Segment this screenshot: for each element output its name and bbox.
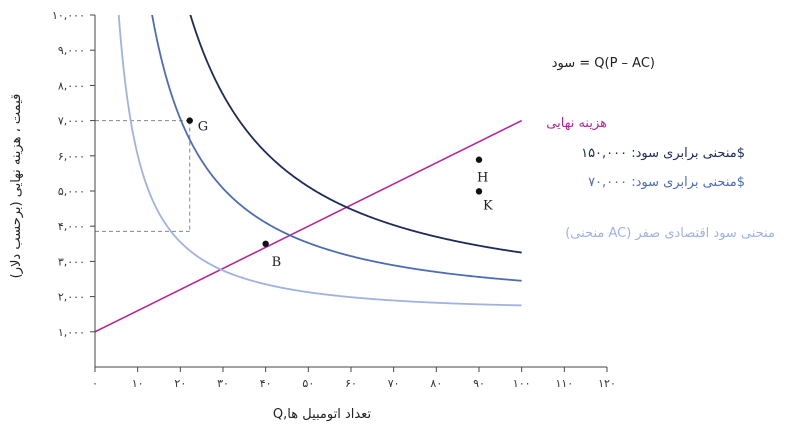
x-tick-label: ۷۰ <box>388 377 400 390</box>
x-tick-label: ۸۰ <box>430 377 442 390</box>
x-tick-label: ۹۰ <box>473 377 485 390</box>
point-label-B: B <box>272 255 282 270</box>
legend-marginal-cost: هزینه نهایی <box>546 116 607 131</box>
x-tick-label: ۱۲۰ <box>598 377 616 390</box>
points: G HK B <box>186 117 493 270</box>
y-tick-label: ۱,۰۰۰ <box>58 326 85 339</box>
x-tick-label: ۴۰ <box>260 377 272 390</box>
x-tick-label: ۰ <box>92 377 98 390</box>
x-tick-label: ۲۰ <box>174 377 186 390</box>
point-label-G: G <box>198 120 208 135</box>
curves <box>95 15 523 333</box>
x-tick-label: ۱۰۰ <box>513 377 531 390</box>
y-axis-title: قیمت ، هزینه نهایی (برحسب دلار) <box>9 94 24 279</box>
point-label-H: H <box>477 171 488 186</box>
y-tick-label: ۴,۰۰۰ <box>58 220 85 233</box>
point-K <box>475 188 483 195</box>
x-tick-label: ۱۱۰ <box>555 377 573 390</box>
x-tick-label: ۵۰ <box>302 377 314 390</box>
y-tick-label: ۷,۰۰۰ <box>58 115 85 128</box>
ticks: ۰ ۱۰ ۲۰ ۳۰ ۴۰ ۵۰ ۶۰ ۷۰ ۸۰ ۹۰ ۱۰۰ ۱۱۰ ۱۲۰ ۱,۰۰۰ ۲,۰۰۰ ۳,… <box>52 9 616 390</box>
series-line-0 <box>95 119 523 333</box>
profit-formula: سود = Q(P – AC) <box>552 56 655 71</box>
y-tick-label: ۵,۰۰۰ <box>58 185 85 198</box>
x-axis-title: Q,تعداد اتومبیل ها <box>273 407 372 422</box>
legend-isoprofit-150000: منحنی برابری سود: ۱۵۰,۰۰۰$ <box>581 146 745 161</box>
y-tick-label: ۱۰,۰۰۰ <box>52 9 85 22</box>
point-label-K: K <box>483 198 493 213</box>
point-H <box>475 156 483 163</box>
series-line-2 <box>151 15 522 282</box>
legend-zero-profit-ac: (منحنی AC) منحنی سود اقتصادی صفر <box>565 226 775 241</box>
point-B <box>262 240 269 247</box>
series-line-3 <box>117 15 522 307</box>
point-G <box>186 117 193 124</box>
y-tick-label: ۶,۰۰۰ <box>58 150 85 163</box>
guide-lines <box>95 120 191 232</box>
y-tick-label: ۲,۰۰۰ <box>58 291 85 304</box>
series-line-1 <box>189 15 522 254</box>
legend-isoprofit-70000: منحنی برابری سود: ۷۰,۰۰۰$ <box>588 175 745 190</box>
x-tick-label: ۶۰ <box>345 377 357 390</box>
x-tick-label: ۱۰ <box>132 377 144 390</box>
y-tick-label: ۸,۰۰۰ <box>58 79 85 92</box>
y-tick-label: ۳,۰۰۰ <box>58 255 85 268</box>
x-tick-label: ۳۰ <box>217 377 229 390</box>
axes <box>94 15 607 368</box>
y-tick-label: ۹,۰۰۰ <box>58 44 85 57</box>
